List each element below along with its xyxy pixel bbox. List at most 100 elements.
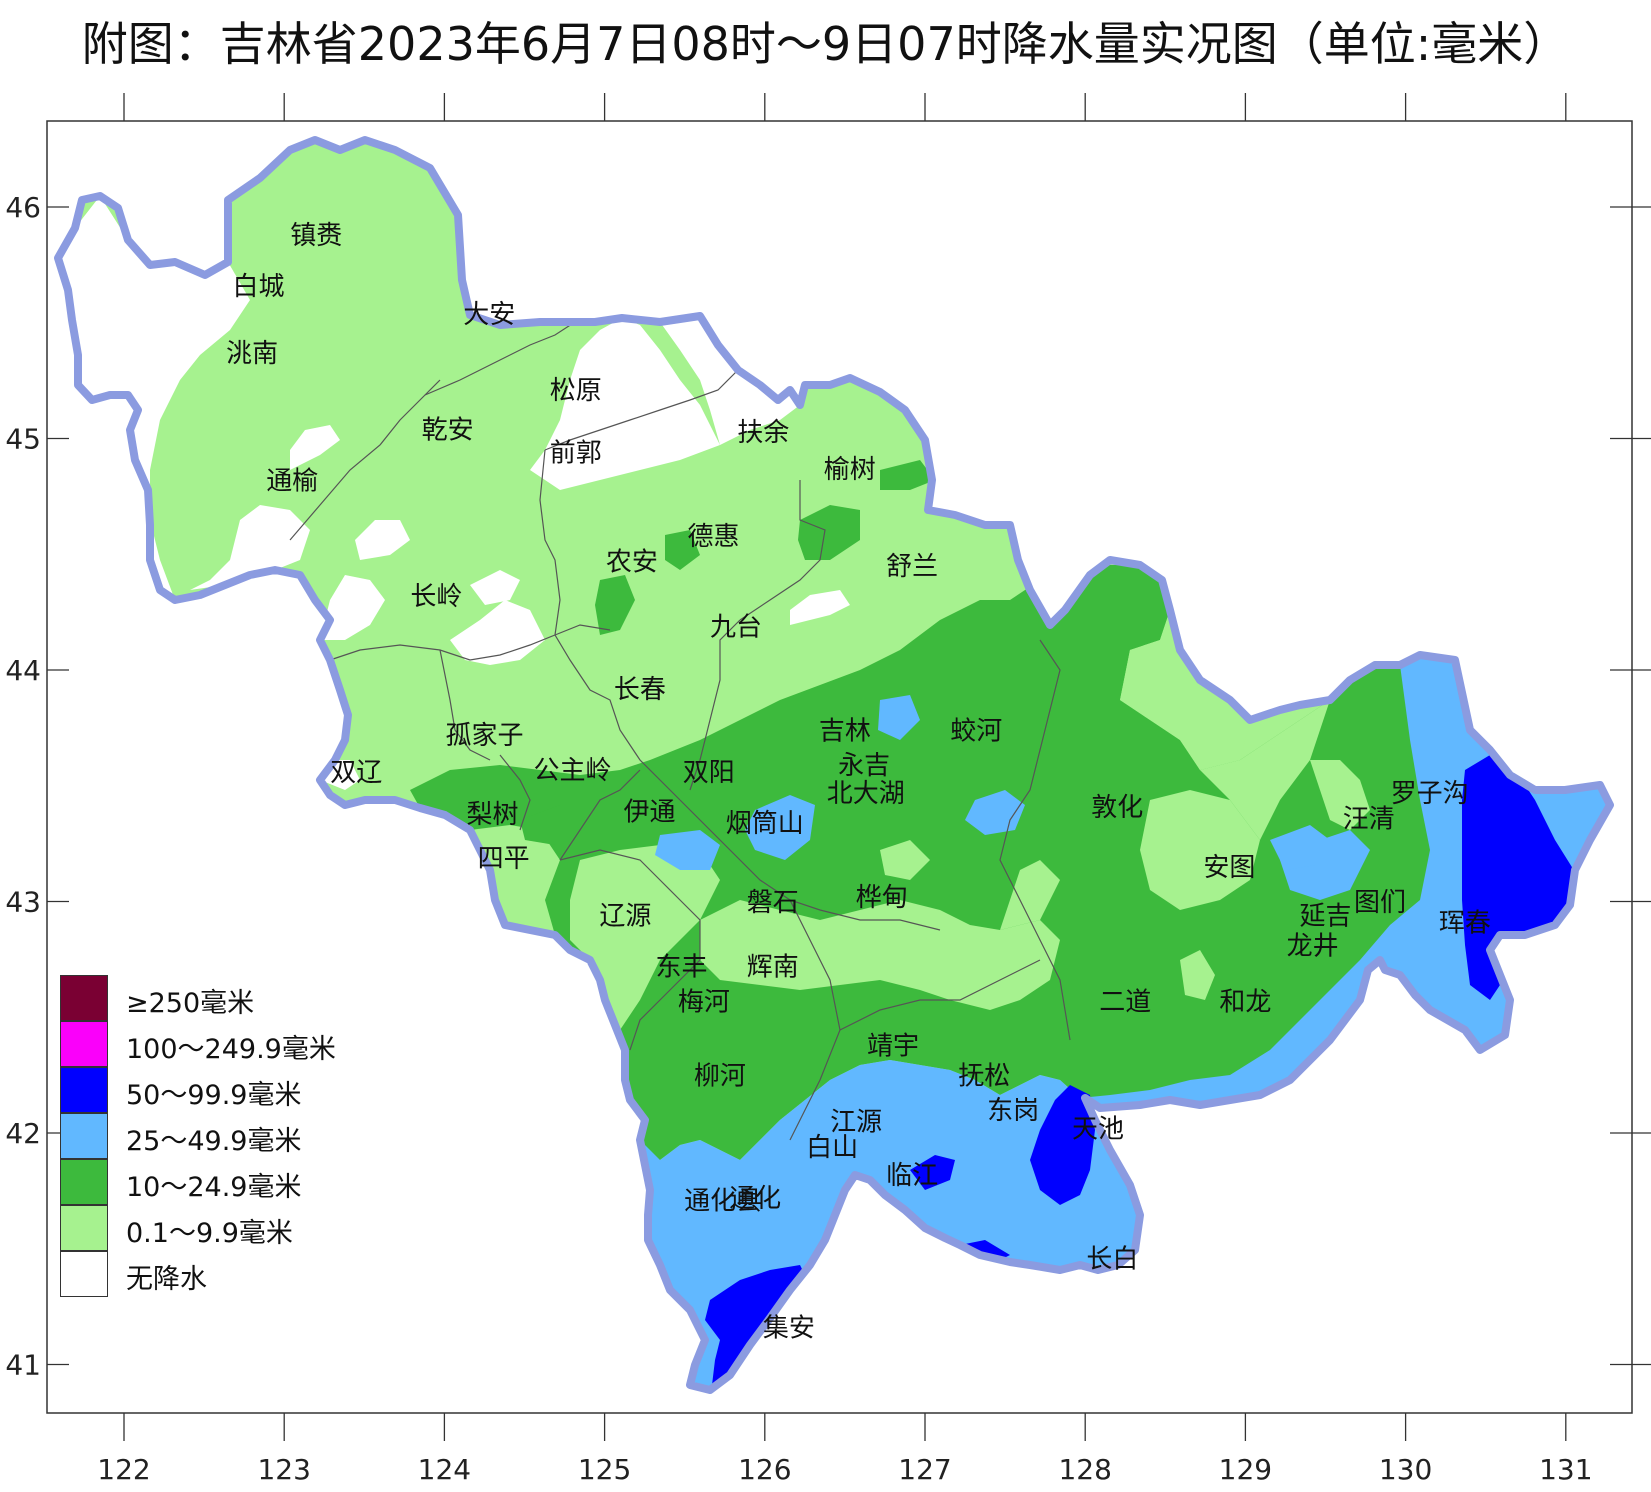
city-label: 敦化 — [1091, 793, 1143, 823]
lon-tick-label: 129 — [1219, 1453, 1272, 1486]
heavy-rain-area — [1270, 825, 1330, 870]
zone-10-24 — [410, 460, 1480, 1175]
moderate-rain-patch — [595, 575, 635, 635]
lon-tick-label: 127 — [898, 1453, 951, 1486]
county-boundary-line — [839, 959, 1041, 1031]
county-boundary-line — [739, 480, 826, 621]
no-rain-patch — [660, 316, 800, 445]
legend-item: 25～49.9毫米 — [60, 1113, 480, 1159]
legend-label: 25～49.9毫米 — [126, 1126, 302, 1157]
no-rain-patch — [58, 196, 250, 600]
city-label: 吉林 — [819, 716, 871, 746]
heavy-rain-area — [965, 790, 1025, 835]
axis-ticks: 122 123 124 125 126 127 128 129 130 131 46 45 44 43 42… — [5, 93, 1651, 1486]
map-title: 附图：吉林省2023年6月7日08时～9日07时降水量实况图（单位:毫米） — [81, 17, 1570, 71]
county-boundary-line — [559, 849, 701, 1051]
county-boundary-line — [424, 321, 576, 396]
lon-tick-label: 124 — [418, 1453, 471, 1486]
light-rain-patch — [1140, 790, 1260, 910]
heavy-rain-area — [878, 695, 920, 740]
precipitation-zones — [58, 196, 1610, 1390]
light-rain-patch — [1120, 610, 1250, 770]
lon-tick-label: 130 — [1379, 1453, 1432, 1486]
lat-tick-label: 41 — [5, 1349, 41, 1382]
city-label: 德惠 — [688, 522, 740, 552]
no-rain-patch — [320, 575, 385, 640]
legend-swatch — [60, 1205, 108, 1251]
city-label: 东丰 — [655, 953, 707, 983]
city-label: 蛟河 — [950, 716, 1002, 746]
legend-item: ≥250毫米 — [60, 975, 480, 1021]
city-label: 临江 — [886, 1161, 938, 1191]
city-label: 双辽 — [330, 758, 382, 788]
legend-item: 10～24.9毫米 — [60, 1159, 480, 1205]
legend-swatch — [60, 1021, 108, 1067]
lat-tick-label: 46 — [5, 191, 41, 224]
city-label: 公主岭 — [534, 756, 612, 786]
city-label: 珲春 — [1439, 909, 1491, 939]
legend-swatch — [60, 1067, 108, 1113]
no-rain-patch — [355, 520, 410, 560]
lon-tick-label: 126 — [738, 1453, 791, 1486]
county-boundary-line — [539, 449, 561, 636]
city-label: 汪清 — [1343, 804, 1395, 834]
legend-swatch — [60, 1113, 108, 1159]
county-boundary-line — [689, 619, 741, 791]
legend-item: 0.1～9.9毫米 — [60, 1205, 480, 1251]
city-label: 天池 — [1072, 1115, 1124, 1145]
city-label: 延吉 — [1299, 902, 1351, 932]
lat-tick-label: 42 — [5, 1117, 41, 1150]
city-label: 乾安 — [422, 416, 474, 446]
lon-tick-label: 125 — [578, 1453, 631, 1486]
city-label: 松原 — [550, 376, 602, 406]
no-rain-patch — [790, 590, 850, 625]
city-label: 辉南 — [747, 953, 799, 983]
county-boundary-line — [544, 369, 739, 451]
city-label: 和龙 — [1219, 987, 1271, 1017]
light-rain-patch — [640, 690, 710, 740]
legend-label: 100～249.9毫米 — [126, 1034, 336, 1065]
city-label: 辽源 — [599, 902, 651, 932]
zone-no-rain — [58, 196, 850, 790]
lon-tick-label: 122 — [97, 1453, 150, 1486]
city-label: 镇赉 — [290, 221, 342, 251]
city-label: 伊通 — [623, 797, 675, 827]
no-rain-patch — [190, 505, 310, 590]
lat-tick-label: 45 — [5, 423, 41, 456]
city-label: 图们 — [1354, 888, 1406, 918]
city-label: 梅河 — [678, 987, 730, 1017]
moderate-rain-patch — [798, 505, 860, 560]
county-boundary-line — [554, 634, 681, 801]
lat-tick-label: 44 — [5, 654, 41, 687]
city-label: 长春 — [614, 675, 666, 705]
city-label: 梨树 — [466, 800, 518, 830]
lon-tick-label: 128 — [1058, 1453, 1111, 1486]
city-label: 烟筒山 — [726, 809, 804, 839]
heavy-rain-area — [655, 830, 720, 870]
legend-label: 无降水 — [126, 1264, 207, 1295]
light-rain-patch — [880, 840, 930, 880]
legend-label: 50～99.9毫米 — [126, 1080, 302, 1111]
no-rain-patch — [530, 318, 720, 490]
county-boundary-line — [439, 649, 491, 761]
city-label: 抚松 — [958, 1061, 1010, 1091]
legend-swatch — [60, 1251, 108, 1297]
moderate-rain-patch — [880, 460, 935, 490]
city-label: 江源 — [830, 1108, 882, 1138]
legend-swatch — [60, 975, 108, 1021]
city-label: 洮南 — [226, 339, 278, 369]
legend-label: 10～24.9毫米 — [126, 1172, 302, 1203]
legend-item: 100～249.9毫米 — [60, 1021, 480, 1067]
legend-label: 0.1～9.9毫米 — [126, 1218, 293, 1249]
city-label: 二道 — [1099, 987, 1151, 1017]
county-boundary-line — [559, 769, 641, 861]
heavy-rain-area — [1280, 830, 1370, 900]
city-label: 四平 — [478, 844, 530, 874]
city-label: 集安 — [763, 1314, 815, 1344]
city-label: 长岭 — [410, 582, 462, 612]
city-label: 永吉 — [838, 751, 890, 781]
lon-tick-label: 123 — [257, 1453, 310, 1486]
county-boundary-line — [499, 754, 531, 831]
